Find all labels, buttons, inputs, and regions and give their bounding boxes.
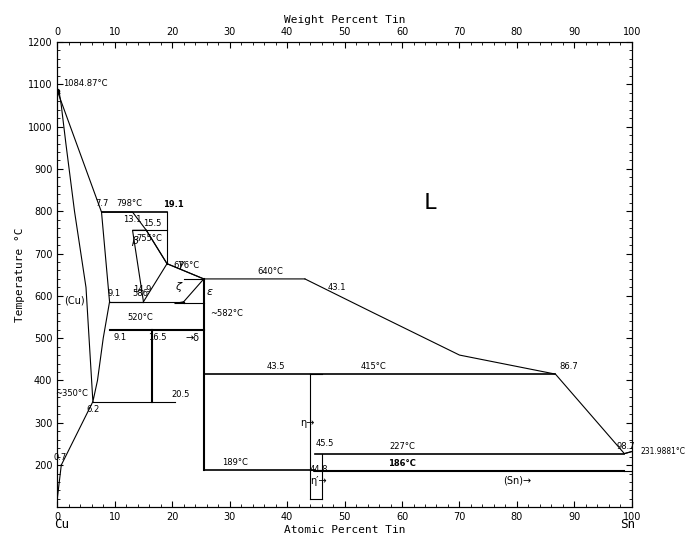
Text: 98.7: 98.7 bbox=[617, 442, 636, 450]
Text: 86.7: 86.7 bbox=[559, 362, 578, 371]
Text: 231.9881°C: 231.9881°C bbox=[640, 447, 685, 456]
Text: 0.7: 0.7 bbox=[53, 453, 66, 462]
Text: 43.1: 43.1 bbox=[328, 283, 346, 292]
Text: γ: γ bbox=[178, 259, 184, 269]
Text: β: β bbox=[132, 236, 139, 246]
X-axis label: Atomic Percent Tin: Atomic Percent Tin bbox=[284, 525, 405, 535]
Text: L: L bbox=[424, 193, 438, 213]
Text: 43.5: 43.5 bbox=[267, 362, 285, 371]
Text: 227°C: 227°C bbox=[389, 442, 415, 450]
Text: 15.5: 15.5 bbox=[143, 219, 161, 228]
Text: 16.5: 16.5 bbox=[148, 333, 167, 342]
Text: Sn: Sn bbox=[620, 518, 635, 531]
Text: 189°C: 189°C bbox=[223, 458, 248, 467]
Text: ~582°C: ~582°C bbox=[210, 309, 243, 317]
Text: η→: η→ bbox=[300, 418, 314, 428]
Text: (Sn)→: (Sn)→ bbox=[503, 476, 531, 486]
Text: 14.9: 14.9 bbox=[133, 285, 151, 294]
Text: ~350°C: ~350°C bbox=[55, 389, 88, 398]
Text: 6.2: 6.2 bbox=[86, 405, 99, 414]
X-axis label: Weight Percent Tin: Weight Percent Tin bbox=[284, 15, 405, 25]
Text: η′→: η′→ bbox=[310, 476, 327, 486]
Text: 755°C: 755°C bbox=[136, 234, 162, 243]
Text: 9.1: 9.1 bbox=[114, 333, 127, 342]
Text: ζ: ζ bbox=[175, 282, 181, 293]
Text: 186°C: 186°C bbox=[388, 459, 416, 468]
Text: 7.7: 7.7 bbox=[94, 199, 108, 208]
Text: 13.1: 13.1 bbox=[123, 214, 142, 224]
Text: Cu: Cu bbox=[55, 518, 69, 531]
Text: 19.1: 19.1 bbox=[163, 200, 183, 208]
Text: 20.5: 20.5 bbox=[172, 390, 190, 399]
Text: 586: 586 bbox=[132, 289, 148, 299]
Text: (Cu): (Cu) bbox=[64, 295, 85, 305]
Text: 45.5: 45.5 bbox=[315, 439, 334, 448]
Text: 1084.87°C: 1084.87°C bbox=[63, 79, 108, 88]
Text: 415°C: 415°C bbox=[360, 362, 386, 371]
Text: →δ: →δ bbox=[186, 333, 199, 343]
Text: 520°C: 520°C bbox=[127, 313, 153, 322]
Text: 676°C: 676°C bbox=[174, 261, 199, 270]
Text: ε: ε bbox=[206, 288, 213, 298]
Y-axis label: Temperature °C: Temperature °C bbox=[15, 228, 25, 322]
Text: 44.8: 44.8 bbox=[309, 465, 328, 474]
Text: 640°C: 640°C bbox=[257, 267, 283, 276]
Text: 798°C: 798°C bbox=[116, 199, 142, 208]
Text: 9.1: 9.1 bbox=[107, 289, 120, 299]
